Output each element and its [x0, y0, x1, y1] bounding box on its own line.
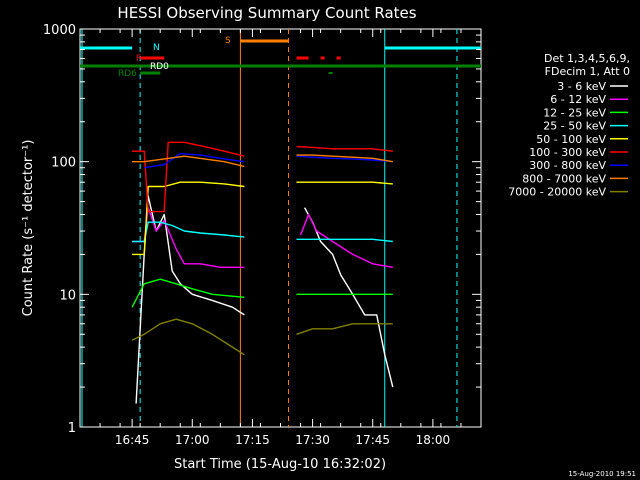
x-tick-label: 17:00	[175, 433, 210, 447]
legend-label: 25 - 50 keV	[543, 120, 606, 133]
series-line-6	[144, 152, 393, 169]
flag-bars: N F RD0 RD6 S	[80, 36, 481, 79]
legend-label: 3 - 6 keV	[557, 80, 606, 93]
flag-label-f: F	[136, 54, 141, 64]
series-layer	[131, 141, 394, 404]
event-markers	[81, 29, 458, 427]
y-tick-label: 1	[68, 421, 76, 436]
flag-bar	[140, 71, 161, 75]
footer-timestamp: 15-Aug-2010 19:51	[568, 470, 636, 478]
legend-label: 300 - 800 keV	[529, 159, 606, 172]
flag-label-rd0: RD0	[150, 62, 169, 72]
legend-label: 12 - 25 keV	[543, 106, 606, 119]
flag-label-s: S	[225, 36, 231, 46]
x-tick-label: 18:00	[416, 433, 451, 447]
series-line-4	[132, 181, 393, 256]
legend-header-line: Det 1,3,4,5,6,9,	[544, 52, 630, 65]
y-tick-label: 1000	[43, 23, 76, 38]
legend-label: 7000 - 20000 keV	[508, 186, 606, 199]
legend-label: 50 - 100 keV	[536, 133, 606, 146]
series-line-8	[131, 318, 393, 356]
flag-bar	[320, 56, 325, 60]
axes: 16:45 17:00 17:15 17:30 17:45 18:00 1 10 100 1000	[43, 23, 481, 447]
x-tick-label: 17:45	[355, 433, 390, 447]
x-axis-label: Start Time (15-Aug-10 16:32:02)	[174, 457, 386, 472]
flag-bar	[336, 56, 341, 60]
legend-label: 800 - 7000 keV	[522, 172, 606, 185]
series-line-1	[132, 207, 393, 268]
flag-bar	[80, 46, 133, 50]
y-tick-label: 10	[59, 288, 76, 303]
flag-label-rd6: RD6	[118, 69, 137, 79]
chart-title: HESSI Observing Summary Count Rates	[117, 4, 416, 22]
legend-label: 100 - 300 keV	[529, 146, 606, 159]
flag-label-n: N	[153, 43, 160, 53]
x-tick-label: 16:45	[115, 433, 150, 447]
flag-bar	[328, 72, 333, 74]
series-line-5	[132, 141, 393, 213]
flag-bar	[384, 46, 481, 50]
legend-header-line: FDecim 1, Att 0	[545, 65, 630, 78]
x-tick-label: 17:30	[295, 433, 330, 447]
x-tick-label: 17:15	[235, 433, 270, 447]
y-tick-label: 100	[51, 156, 76, 171]
flag-bar	[140, 56, 165, 60]
legend-label: 6 - 12 keV	[550, 93, 606, 106]
legend: Det 1,3,4,5,6,9,FDecim 1, Att 0 3 - 6 keV…	[508, 52, 630, 199]
series-line-7	[132, 154, 393, 168]
flag-bar	[240, 39, 289, 43]
flag-bar	[80, 64, 481, 68]
flag-bar	[296, 56, 309, 60]
series-line-2	[131, 278, 393, 308]
y-axis-label: Count Rate (s⁻¹ detector⁻¹)	[21, 140, 36, 317]
